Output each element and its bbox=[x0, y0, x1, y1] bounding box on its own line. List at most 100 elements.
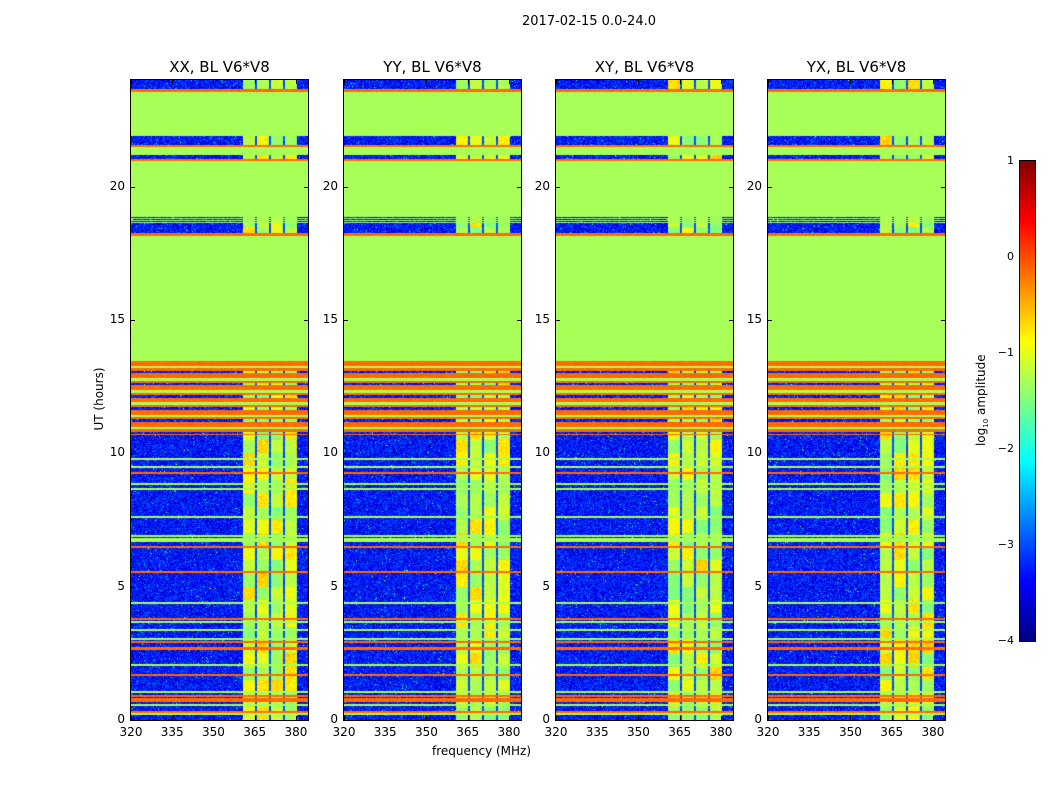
x-tick-mark bbox=[720, 716, 722, 720]
y-tick-mark bbox=[344, 320, 348, 321]
x-tick-mark bbox=[131, 716, 132, 720]
y-tick-mark bbox=[941, 186, 945, 188]
y-tick-mark bbox=[941, 586, 945, 588]
y-tick-mark bbox=[941, 453, 945, 455]
colorbar-label: log10 amplitude bbox=[974, 350, 990, 450]
y-tick-mark bbox=[556, 720, 560, 721]
y-tick-mark bbox=[344, 453, 348, 455]
x-tick-mark bbox=[213, 80, 215, 84]
y-tick-mark bbox=[517, 186, 521, 188]
y-tick-mark bbox=[556, 453, 560, 455]
colorbar-tick-label: 0 bbox=[1007, 250, 1014, 263]
panel-title: XX, BL V6*V8 bbox=[169, 58, 270, 76]
heatmap-image bbox=[344, 80, 521, 720]
x-tick-label: 320 bbox=[544, 725, 568, 739]
panel-title: YX, BL V6*V8 bbox=[806, 58, 907, 76]
y-tick-mark bbox=[768, 453, 772, 455]
x-tick-label: 320 bbox=[756, 725, 780, 739]
y-tick-mark bbox=[729, 586, 733, 588]
y-tick-mark bbox=[131, 320, 135, 321]
y-tick-label: 5 bbox=[754, 578, 762, 593]
colorbar-tick-label: 1 bbox=[1007, 154, 1014, 167]
colorbar-tick-label: −4 bbox=[997, 634, 1014, 647]
y-tick-mark bbox=[768, 720, 772, 721]
x-tick-label: 350 bbox=[839, 725, 862, 739]
x-tick-mark bbox=[385, 716, 387, 720]
colorbar-label-sub: 10 bbox=[982, 418, 991, 428]
y-tick-label: 15 bbox=[534, 312, 550, 326]
y-tick-label: 20 bbox=[322, 178, 338, 193]
x-tick-label: 350 bbox=[202, 725, 225, 739]
y-tick-label: 10 bbox=[534, 445, 550, 460]
x-tick-mark bbox=[720, 80, 722, 84]
x-tick-label: 380 bbox=[921, 725, 945, 739]
y-tick-mark bbox=[344, 586, 348, 588]
x-tick-label: 380 bbox=[497, 725, 521, 739]
y-tick-mark bbox=[768, 320, 772, 321]
y-tick-label: 5 bbox=[117, 578, 125, 593]
y-tick-label: 10 bbox=[322, 445, 338, 460]
y-tick-mark bbox=[768, 186, 772, 188]
y-tick-mark bbox=[304, 720, 308, 721]
y-tick-mark bbox=[729, 720, 733, 721]
x-tick-mark bbox=[172, 716, 174, 720]
x-tick-label: 380 bbox=[709, 725, 733, 739]
x-tick-mark bbox=[467, 80, 469, 84]
colorbar-tick-label: −2 bbox=[997, 442, 1014, 455]
y-tick-mark bbox=[517, 720, 521, 721]
y-tick-mark bbox=[304, 453, 308, 455]
heatmap-panel bbox=[767, 79, 946, 721]
y-tick-mark bbox=[304, 320, 308, 321]
x-tick-mark bbox=[597, 80, 599, 84]
x-tick-mark bbox=[508, 80, 510, 84]
y-tick-label: 0 bbox=[117, 712, 125, 726]
x-tick-label: 365 bbox=[243, 725, 267, 739]
x-tick-label: 335 bbox=[585, 725, 609, 739]
colorbar-gradient bbox=[1020, 161, 1035, 641]
y-tick-label: 20 bbox=[109, 178, 125, 193]
y-tick-mark bbox=[556, 186, 560, 188]
x-tick-mark bbox=[385, 80, 387, 84]
x-tick-mark bbox=[891, 716, 893, 720]
colorbar-label-rest: amplitude bbox=[973, 354, 988, 419]
colorbar-tick-label: −1 bbox=[997, 346, 1014, 359]
y-tick-label: 5 bbox=[330, 578, 338, 593]
y-tick-label: 20 bbox=[746, 178, 762, 193]
x-tick-label: 380 bbox=[284, 725, 308, 739]
x-tick-mark bbox=[850, 716, 852, 720]
y-tick-label: 0 bbox=[754, 712, 762, 726]
x-tick-mark bbox=[597, 716, 599, 720]
y-tick-mark bbox=[131, 586, 135, 588]
y-tick-mark bbox=[304, 186, 308, 188]
x-tick-mark bbox=[344, 716, 345, 720]
heatmap-panel bbox=[555, 79, 734, 721]
y-tick-mark bbox=[304, 586, 308, 588]
y-tick-label: 15 bbox=[746, 312, 762, 326]
x-tick-mark bbox=[344, 80, 345, 84]
x-tick-mark bbox=[768, 80, 769, 84]
y-tick-mark bbox=[517, 320, 521, 321]
x-tick-mark bbox=[809, 80, 811, 84]
heatmap-image bbox=[768, 80, 945, 720]
x-tick-mark bbox=[426, 80, 428, 84]
y-tick-mark bbox=[768, 586, 772, 588]
y-tick-mark bbox=[131, 720, 135, 721]
x-tick-label: 335 bbox=[160, 725, 184, 739]
x-tick-label: 320 bbox=[332, 725, 356, 739]
x-tick-mark bbox=[467, 716, 469, 720]
x-tick-mark bbox=[508, 716, 510, 720]
x-tick-mark bbox=[932, 80, 934, 84]
y-tick-mark bbox=[344, 186, 348, 188]
x-tick-label: 335 bbox=[373, 725, 397, 739]
x-tick-mark bbox=[295, 716, 297, 720]
x-tick-mark bbox=[891, 80, 893, 84]
panel-title: XY, BL V6*V8 bbox=[594, 58, 695, 76]
y-axis-label: UT (hours) bbox=[92, 367, 106, 431]
heatmap-panel bbox=[343, 79, 522, 721]
x-tick-mark bbox=[426, 716, 428, 720]
heatmap-panel bbox=[130, 79, 309, 721]
x-tick-mark bbox=[679, 716, 681, 720]
y-tick-mark bbox=[517, 453, 521, 455]
y-tick-label: 5 bbox=[542, 578, 550, 593]
y-tick-mark bbox=[941, 320, 945, 321]
